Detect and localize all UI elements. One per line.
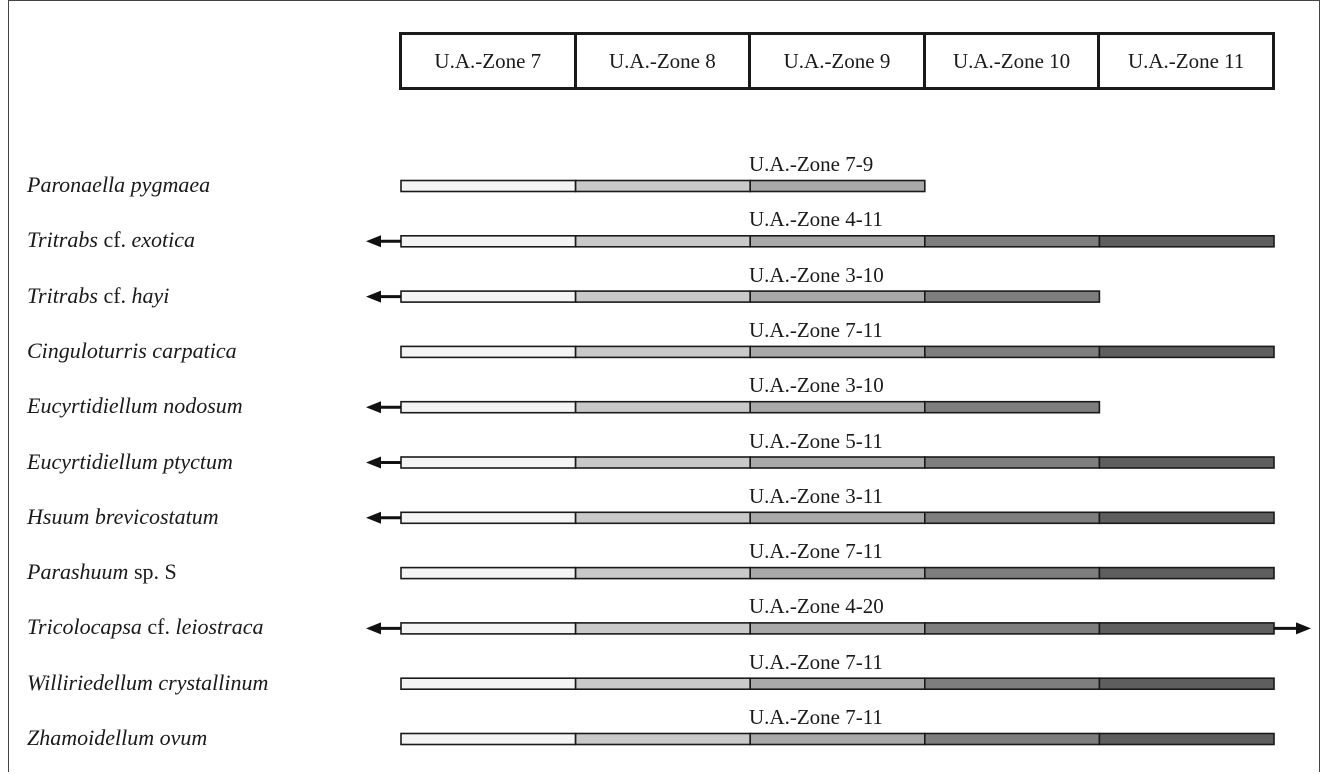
range-bar-segment xyxy=(749,345,926,359)
species-name: Paronaella pygmaea xyxy=(27,172,211,197)
species-name: Tricolocapsa cf. leiostraca xyxy=(27,614,264,640)
species-name: Williriedellum crystallinum xyxy=(27,669,269,695)
range-bar-segment xyxy=(400,732,577,746)
left-arrow-icon xyxy=(366,290,381,303)
range-bar-segment xyxy=(574,400,751,414)
range-label: U.A.-Zone 7-11 xyxy=(749,539,883,564)
species-name: Eucyrtidiellum nodosum xyxy=(27,393,243,419)
species-name: Hsuum brevicostatum xyxy=(27,503,219,529)
range-bar-segment xyxy=(1098,511,1275,525)
zone-header-cell: U.A.-Zone 11 xyxy=(1097,35,1272,87)
range-bar-segment xyxy=(749,732,926,746)
range-bar-segment xyxy=(574,677,751,691)
range-label: U.A.-Zone 7-9 xyxy=(749,152,874,176)
range-label: U.A.-Zone 4-11 xyxy=(749,207,883,232)
range-bar-segment xyxy=(1098,235,1275,248)
range-label: U.A.-Zone 7-11 xyxy=(749,649,883,674)
range-label: U.A.-Zone 3-10 xyxy=(749,262,884,287)
range-bar-segment xyxy=(923,732,1101,746)
species-name: Tritrabs cf. hayi xyxy=(27,282,170,308)
range-bar-segment xyxy=(923,622,1101,635)
range-bar-segment xyxy=(400,235,577,248)
right-arrow-icon xyxy=(1296,622,1311,635)
species-name: Parashuum sp. S xyxy=(27,559,177,585)
species-name: Tritrabs cf. exotica xyxy=(27,227,196,253)
range-bar-segment xyxy=(749,677,926,691)
range-label: U.A.-Zone 5-11 xyxy=(749,428,883,453)
species-name: Eucyrtidiellum ptyctum xyxy=(27,448,233,474)
range-bar-segment xyxy=(574,622,751,635)
range-bar-segment xyxy=(1098,732,1275,746)
range-bar-segment xyxy=(749,179,926,193)
left-arrow-icon xyxy=(366,235,381,248)
range-bar-segment xyxy=(400,400,577,414)
range-bar-segment xyxy=(400,677,577,691)
left-arrow-icon xyxy=(366,456,381,469)
range-bar-segment xyxy=(400,456,577,469)
range-bar-segment xyxy=(574,290,751,303)
zone-header: U.A.-Zone 7 U.A.-Zone 8 U.A.-Zone 9 U.A.… xyxy=(399,32,1275,90)
range-bar-segment xyxy=(1098,677,1275,691)
range-bar-segment xyxy=(749,235,926,248)
left-arrow-icon xyxy=(366,401,381,414)
range-label: U.A.-Zone 7-11 xyxy=(749,705,883,729)
range-bar-segment xyxy=(400,345,577,359)
range-bar-segment xyxy=(749,622,926,635)
zone-header-cell: U.A.-Zone 9 xyxy=(748,35,923,87)
range-label: U.A.-Zone 3-11 xyxy=(749,483,883,508)
range-bar-segment xyxy=(923,400,1101,414)
range-bar-segment xyxy=(400,566,577,580)
range-bar-segment xyxy=(574,345,751,359)
range-bar-segment xyxy=(1098,622,1275,635)
range-bar-segment xyxy=(400,622,577,635)
range-bar-segment xyxy=(574,456,751,469)
range-bar-segment xyxy=(923,235,1101,248)
left-arrow-icon xyxy=(366,622,381,635)
zone-header-cell: U.A.-Zone 10 xyxy=(922,35,1098,87)
range-bar-segment xyxy=(749,566,926,580)
range-bar-segment xyxy=(574,566,751,580)
range-bar-segment xyxy=(749,511,926,525)
range-label: U.A.-Zone 4-20 xyxy=(749,594,884,619)
range-bar-segment xyxy=(1098,345,1275,359)
zone-header-cell: U.A.-Zone 8 xyxy=(573,35,749,87)
species-name: Cinguloturris carpatica xyxy=(27,337,237,363)
range-label: U.A.-Zone 7-11 xyxy=(749,317,883,342)
range-bar-segment xyxy=(400,290,577,303)
range-bar-segment xyxy=(923,511,1101,525)
range-bar-segment xyxy=(923,677,1101,691)
zone-header-cell: U.A.-Zone 7 xyxy=(434,48,542,73)
range-bar-segment xyxy=(749,400,926,414)
range-bar-segment xyxy=(400,179,577,193)
range-bar-segment xyxy=(923,456,1101,469)
range-bar-segment xyxy=(749,456,926,469)
left-arrow-icon xyxy=(366,511,381,524)
range-bar-segment xyxy=(574,511,751,525)
range-bar-segment xyxy=(1098,566,1275,580)
range-bar-segment xyxy=(923,290,1101,303)
range-bar-segment xyxy=(574,179,751,193)
range-bar-segment xyxy=(400,511,577,525)
range-bar-segment xyxy=(923,566,1101,580)
species-name: Zhamoidellum ovum xyxy=(27,725,208,750)
range-bar-segment xyxy=(749,290,926,303)
range-bar-segment xyxy=(574,235,751,248)
range-label: U.A.-Zone 3-10 xyxy=(749,373,884,398)
range-bar-segment xyxy=(574,732,751,746)
figure-frame xyxy=(8,0,1320,772)
range-bar-segment xyxy=(1098,456,1275,469)
range-bar-segment xyxy=(923,345,1101,359)
